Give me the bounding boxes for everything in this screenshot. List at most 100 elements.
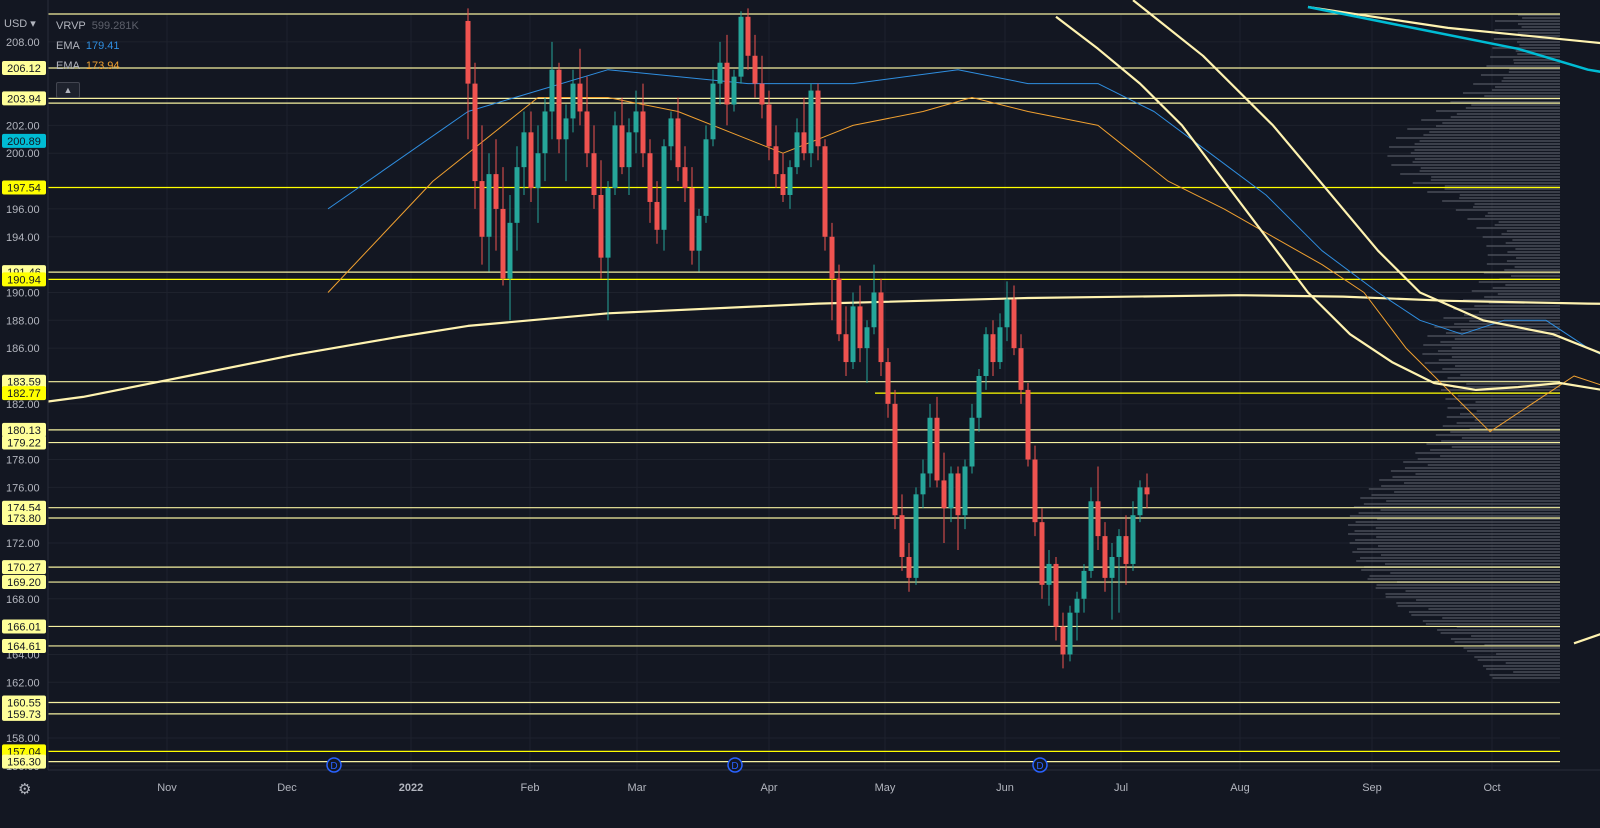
level-price-label: 179.22 [7, 438, 41, 450]
volume-profile-bar [1427, 335, 1560, 337]
candle-body [1144, 487, 1150, 495]
volume-profile-bar [1408, 611, 1560, 613]
level-price-badge[interactable] [2, 706, 46, 721]
time-axis-bg [0, 770, 1600, 828]
candle-body [955, 473, 961, 516]
volume-profile-bar [1436, 110, 1560, 112]
volume-profile-bar [1469, 320, 1560, 322]
volume-profile-bar [1377, 518, 1560, 520]
level-price-badge[interactable] [2, 91, 46, 106]
volume-profile-bar [1450, 116, 1560, 118]
volume-profile-bar [1392, 476, 1560, 478]
level-price-badge[interactable] [2, 560, 46, 575]
candle-body [1025, 389, 1031, 460]
price-tick-label: 158.00 [6, 733, 40, 745]
volume-profile-bar [1422, 620, 1560, 622]
sma-10-line [1573, 633, 1600, 645]
volume-profile-bar [1358, 512, 1560, 514]
volume-profile-bar [1451, 347, 1560, 349]
volume-profile-bar [1376, 584, 1560, 586]
volume-profile-bar [1442, 122, 1560, 124]
level-price-label: 180.13 [7, 425, 41, 437]
time-axis[interactable]: Nov Dec 2022 Feb Mar Apr May Jun Jul Aug Sep Oct [0, 769, 1600, 828]
volume-profile-bar [1485, 215, 1560, 217]
level-price-badge[interactable] [2, 422, 46, 437]
volume-profile-bar [1477, 659, 1560, 661]
dividend-marker[interactable] [326, 757, 342, 773]
level-price-badge[interactable] [2, 695, 46, 710]
level-price-badge[interactable] [2, 638, 46, 653]
volume-profile-bar [1489, 674, 1560, 676]
volume-profile-bar [1513, 59, 1560, 61]
legend-collapse-button[interactable]: ▲ [56, 82, 80, 98]
candle-body [563, 118, 569, 140]
volume-profile-bar [1427, 464, 1560, 466]
currency-selector[interactable]: USD ▾ [4, 17, 36, 30]
volume-profile-bar [1410, 152, 1560, 154]
volume-profile-bar [1425, 623, 1560, 625]
candle-body [710, 83, 716, 140]
volume-profile-bar [1442, 368, 1560, 370]
volume-profile-bar [1505, 242, 1560, 244]
time-tick-label: May [875, 782, 896, 794]
level-price-label: 156.30 [7, 757, 41, 769]
level-price-badge[interactable] [2, 61, 46, 76]
level-price-badge[interactable] [2, 180, 46, 195]
candle-body [654, 201, 660, 230]
volume-profile-bar [1435, 125, 1560, 127]
chart-settings-button[interactable]: ⚙ [18, 780, 31, 798]
volume-profile-bar [1501, 233, 1560, 235]
candle-body [1095, 501, 1101, 537]
dividend-marker[interactable] [1032, 757, 1048, 773]
volume-profile-bar [1487, 254, 1560, 256]
volume-profile-bar [1412, 182, 1560, 184]
level-price-label: 197.54 [7, 182, 41, 194]
volume-profile-bar [1442, 200, 1560, 202]
volume-profile-bar [1419, 170, 1560, 172]
volume-profile-bar [1479, 98, 1560, 100]
price-axis[interactable]: 208.00 202.00 200.00 196.00 194.00 190.00 188.… [0, 0, 49, 828]
volume-profile-bar [1380, 509, 1560, 511]
volume-profile-bar [1484, 296, 1560, 298]
volume-profile-bar [1474, 419, 1560, 421]
indicator-legend: VRVP 599.281K EMA 179.41 EMA 173.94 [56, 16, 139, 76]
volume-profile-bar [1429, 131, 1560, 133]
candle-body [647, 153, 653, 202]
volume-profile-bar [1349, 515, 1560, 517]
volume-profile-bar [1517, 41, 1560, 43]
level-price-badge[interactable] [2, 374, 46, 389]
volume-profile-bar [1454, 338, 1560, 340]
candle-body [822, 146, 828, 237]
dividend-marker[interactable] [727, 757, 743, 773]
candle-body [794, 132, 800, 168]
volume-profile-bar [1386, 500, 1560, 502]
volume-profile-bar [1454, 641, 1560, 643]
horizontal-levels[interactable] [48, 13, 1560, 763]
level-price-badge[interactable] [2, 435, 46, 450]
volume-profile-bar [1348, 524, 1560, 526]
volume-profile-bar [1437, 629, 1560, 631]
volume-profile-bar [1495, 20, 1560, 22]
level-price-label: 182.77 [7, 388, 41, 400]
level-price-badge[interactable] [2, 386, 46, 401]
candle-body [1123, 536, 1129, 564]
level-price-badge[interactable] [2, 272, 46, 287]
legend-ema-2[interactable]: EMA 173.94 [56, 56, 139, 76]
volume-profile-bar [1492, 287, 1560, 289]
level-price-badge[interactable] [2, 575, 46, 590]
volume-profile-bar [1483, 272, 1560, 274]
level-price-badge[interactable] [2, 754, 46, 769]
volume-profile-bar [1495, 86, 1560, 88]
volume-profile-bar [1506, 230, 1560, 232]
legend-ema-1[interactable]: EMA 179.41 [56, 36, 139, 56]
volume-profile-bar [1407, 128, 1560, 130]
volume-profile-bar [1480, 74, 1560, 76]
volume-profile-bar [1376, 536, 1560, 538]
level-price-badge[interactable] [2, 511, 46, 525]
volume-profile-bar [1403, 461, 1560, 463]
level-price-badge[interactable] [2, 619, 46, 634]
legend-vrvp[interactable]: VRVP 599.281K [56, 16, 139, 36]
ema-price-badge[interactable] [2, 133, 46, 148]
